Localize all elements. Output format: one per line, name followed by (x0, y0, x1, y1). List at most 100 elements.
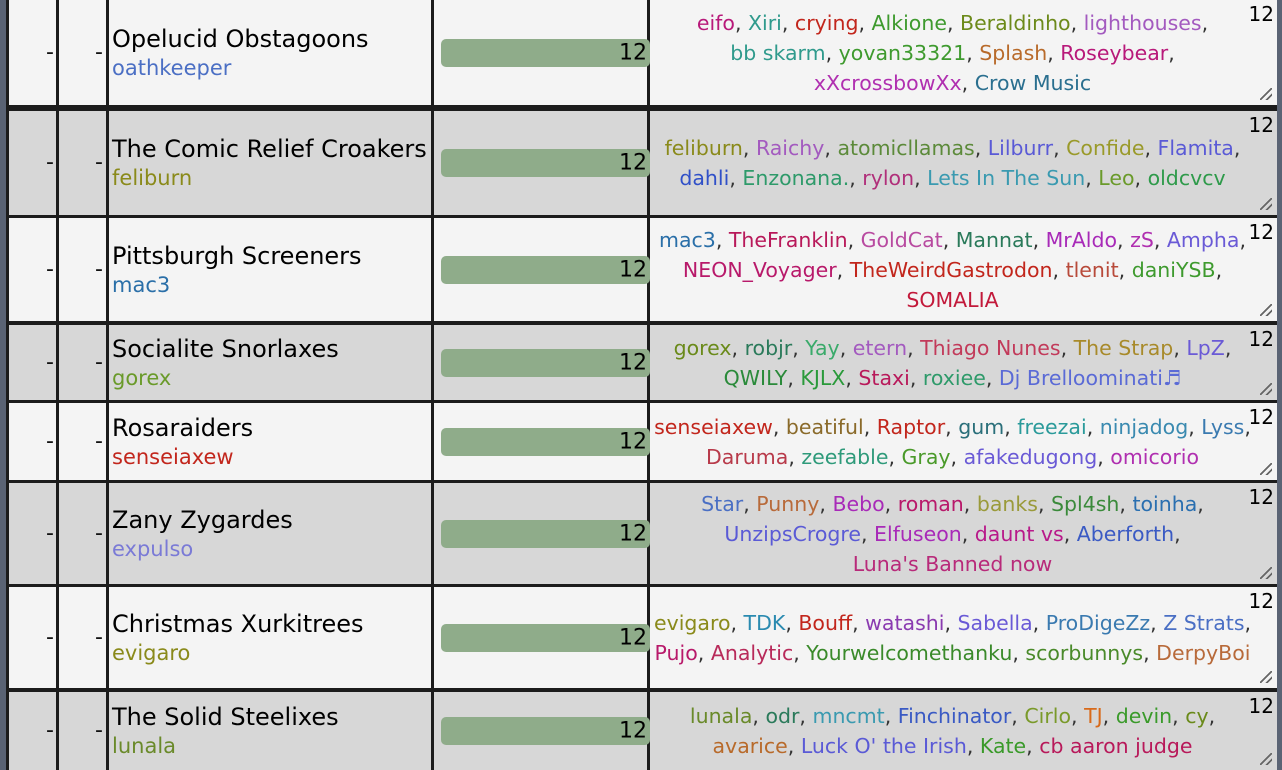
roster-member[interactable]: Aberforth (1076, 521, 1175, 546)
roster-member[interactable]: Lyss (1201, 414, 1245, 439)
roster-member[interactable]: TJ (1084, 704, 1103, 728)
roster-member[interactable]: Splash (979, 40, 1048, 65)
roster-member[interactable]: afakedugong (963, 444, 1098, 469)
roster-member[interactable]: Sabella (957, 610, 1033, 635)
team-name[interactable]: The Solid Steelixes (112, 703, 339, 731)
roster-member[interactable]: scorbunnys (1025, 640, 1144, 665)
roster-member[interactable]: QWILY (723, 365, 788, 390)
roster-member[interactable]: zeefable (801, 444, 889, 469)
roster-member[interactable]: Yourwelcomethanku (806, 640, 1013, 665)
roster-member[interactable]: Enzonana. (742, 166, 850, 190)
roster-member[interactable]: mncmt (812, 704, 885, 728)
team-captain[interactable]: senseiaxew (112, 444, 234, 469)
roster-member[interactable]: roman (897, 491, 964, 516)
team-name[interactable]: Opelucid Obstagoons (112, 24, 369, 53)
roster-member[interactable]: TheFranklin (728, 227, 848, 252)
roster-member[interactable]: feliburn (664, 136, 743, 160)
roster-member[interactable]: ProDigeZz (1045, 610, 1151, 635)
roster-member[interactable]: SOMALIA (906, 287, 999, 312)
resize-grip-icon[interactable] (1260, 753, 1272, 765)
resize-grip-icon[interactable] (1260, 383, 1272, 395)
roster-member[interactable]: avarice (712, 734, 788, 758)
roster-member[interactable]: watashi (865, 610, 945, 635)
roster-member[interactable]: Bebo (832, 491, 885, 516)
roster-member[interactable]: Confide (1066, 136, 1145, 160)
roster-member[interactable]: NEON_Voyager (682, 257, 837, 282)
roster-member[interactable]: Alkione (871, 10, 947, 35)
roster-member[interactable]: tlenit (1065, 257, 1119, 282)
roster-member[interactable]: cb aaron judge (1039, 734, 1193, 758)
roster-member[interactable]: Luna's Banned now (852, 551, 1053, 576)
roster-member[interactable]: Finchinator (897, 704, 1012, 728)
roster-member[interactable]: Raichy (755, 136, 825, 160)
roster-member[interactable]: cy (1185, 704, 1209, 728)
roster-member[interactable]: MrAldo (1045, 227, 1118, 252)
roster-member[interactable]: Thiago Nunes (920, 335, 1061, 360)
roster-member[interactable]: banks (976, 491, 1038, 516)
roster-member[interactable]: Daruma (706, 444, 789, 469)
roster-member[interactable]: Spl4sh (1050, 491, 1120, 516)
roster-member[interactable]: Elfuseon (874, 521, 962, 546)
resize-grip-icon[interactable] (1260, 567, 1272, 579)
resize-grip-icon[interactable] (1260, 463, 1272, 475)
roster-member[interactable]: freezai (1017, 414, 1087, 439)
roster-member[interactable]: Kate (979, 734, 1027, 758)
roster-member[interactable]: Lilburr (987, 136, 1054, 160)
roster-member[interactable]: lighthouses (1083, 10, 1202, 35)
roster-member[interactable]: Lets In The Sun (927, 166, 1086, 190)
roster-member[interactable]: evigaro (653, 610, 731, 635)
roster-member[interactable]: Raptor (876, 414, 946, 439)
roster-member[interactable]: The Strap (1073, 335, 1174, 360)
roster-member[interactable]: lunala (689, 704, 753, 728)
roster-member[interactable]: Cirlo (1024, 704, 1072, 728)
roster-member[interactable]: Roseybear (1060, 40, 1169, 65)
roster-member[interactable]: LpZ (1186, 335, 1225, 360)
roster-member[interactable]: Luck O' the Irish (800, 734, 967, 758)
roster-member[interactable]: Yay (805, 335, 840, 360)
team-captain[interactable]: mac3 (112, 272, 171, 297)
roster-member[interactable]: KJLX (800, 365, 846, 390)
team-captain[interactable]: lunala (112, 734, 177, 758)
roster-member[interactable]: Mannat (955, 227, 1033, 252)
roster-member[interactable]: daniYSB (1131, 257, 1216, 282)
roster-member[interactable]: ninjadog (1099, 414, 1189, 439)
roster-member[interactable]: gorex (673, 335, 732, 360)
roster-member[interactable]: zS (1130, 227, 1154, 252)
roster-member[interactable]: Flamita (1157, 136, 1234, 160)
roster-member[interactable]: GoldCat (860, 227, 943, 252)
team-name[interactable]: Pittsburgh Screeners (112, 241, 362, 270)
team-name[interactable]: Rosaraiders (112, 413, 254, 442)
roster-member[interactable]: etern (852, 335, 908, 360)
roster-member[interactable]: devin (1115, 704, 1173, 728)
resize-grip-icon[interactable] (1260, 198, 1272, 210)
roster-member[interactable]: crying (794, 10, 859, 35)
roster-member[interactable]: Gray (901, 444, 951, 469)
roster-member[interactable]: Staxi (858, 365, 910, 390)
team-captain[interactable]: feliburn (112, 166, 193, 190)
team-name[interactable]: Socialite Snorlaxes (112, 334, 339, 363)
roster-member[interactable]: xXcrossbowXx (813, 70, 962, 95)
roster-member[interactable]: Analytic (710, 640, 794, 665)
team-name[interactable]: The Comic Relief Croakers (112, 135, 427, 163)
roster-member[interactable]: Z Strats (1163, 610, 1245, 635)
roster-member[interactable]: rylon (862, 166, 915, 190)
roster-member[interactable]: dahli (679, 166, 730, 190)
team-captain[interactable]: expulso (112, 536, 194, 561)
roster-member[interactable]: Punny (756, 491, 820, 516)
roster-member[interactable]: Beraldinho (960, 10, 1071, 35)
roster-member[interactable]: roxiee (922, 365, 986, 390)
roster-member[interactable]: mac3 (659, 227, 716, 252)
roster-member[interactable]: oldcvcv (1147, 166, 1226, 190)
roster-member[interactable]: eifo (696, 10, 735, 35)
roster-member[interactable]: bb skarm (730, 40, 826, 65)
resize-grip-icon[interactable] (1260, 671, 1272, 683)
roster-member[interactable]: Pujo (654, 640, 698, 665)
roster-member[interactable]: yovan33321 (838, 40, 967, 65)
resize-grip-icon[interactable] (1260, 88, 1272, 100)
roster-member[interactable]: senseiaxew (654, 414, 773, 439)
resize-grip-icon[interactable] (1260, 304, 1272, 316)
roster-member[interactable]: atomicllamas (837, 136, 975, 160)
roster-member[interactable]: robjr (744, 335, 793, 360)
roster-member[interactable]: toinha (1132, 491, 1198, 516)
roster-member[interactable]: Star (701, 491, 744, 516)
